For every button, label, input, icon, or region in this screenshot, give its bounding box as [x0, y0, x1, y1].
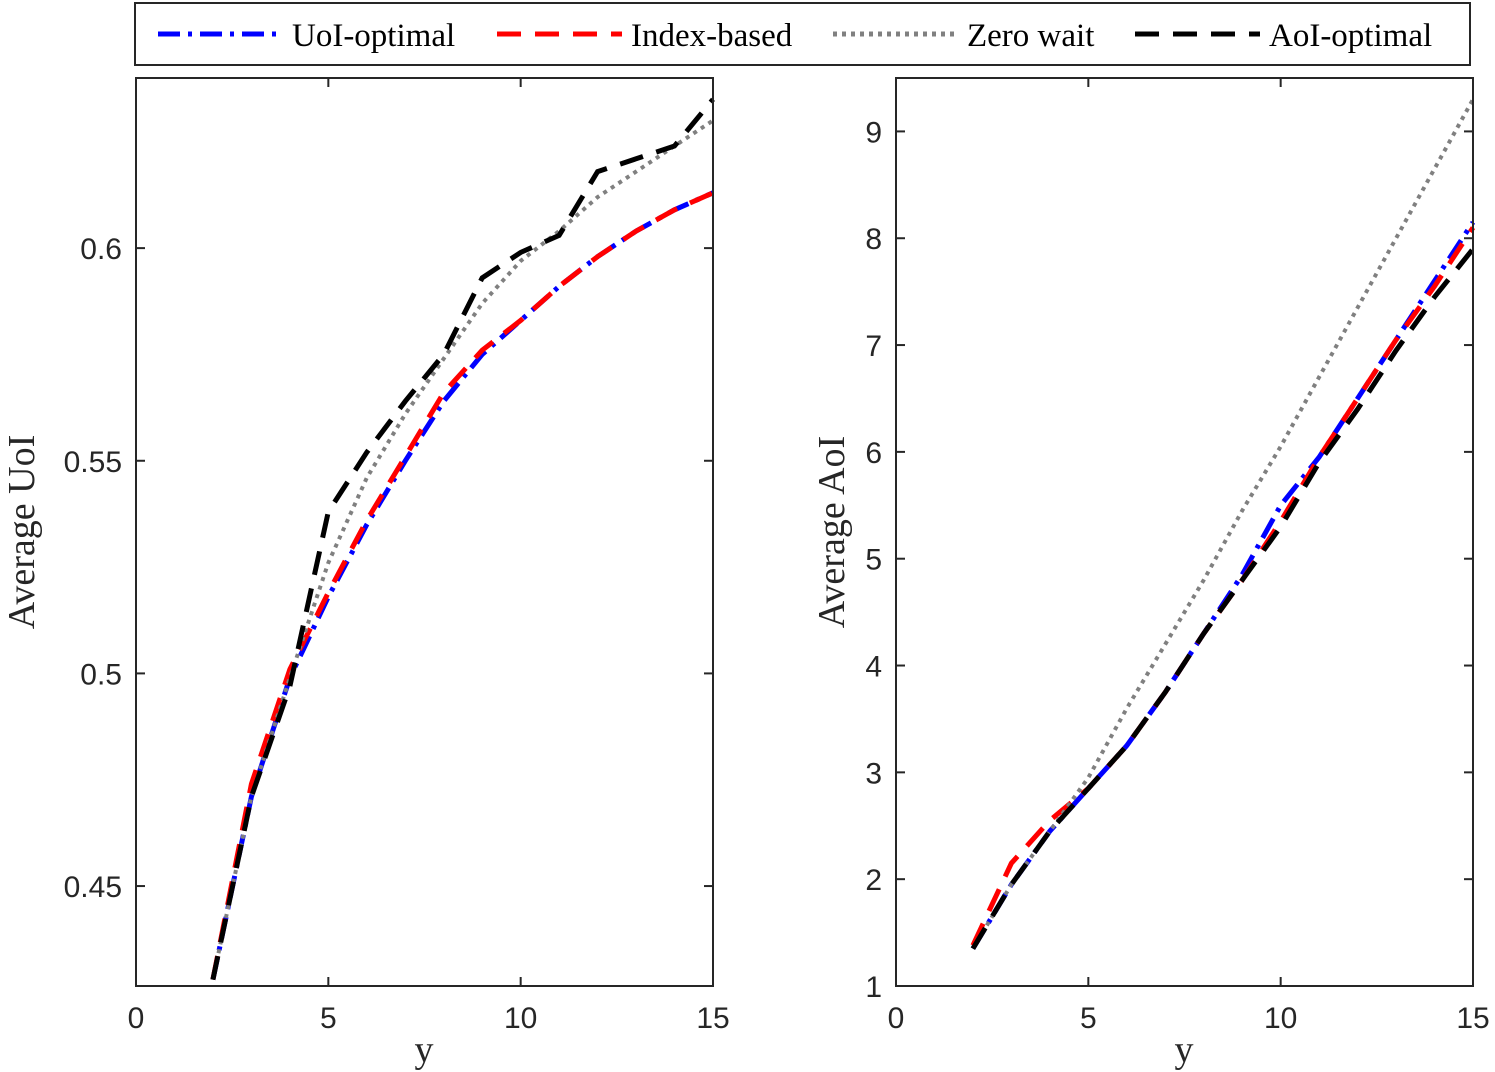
right-series-aoi-optimal	[970, 247, 1475, 950]
legend-label-uoi-optimal: UoI-optimal	[292, 18, 455, 54]
legend-label-aoi-optimal: AoI-optimal	[1269, 18, 1432, 54]
right-y-axis-label: Average AoI	[811, 436, 853, 628]
left-plot: 0 5 10 15 0.45 0.5 0.55 0.6 y Average UoI	[1, 77, 730, 1071]
right-plot-frame	[895, 77, 1474, 987]
left-x-tick-label: 10	[504, 1002, 537, 1035]
legend: UoI-optimal Index-based Zero wait AoI-op…	[134, 2, 1471, 66]
left-y-tick-label: 0.45	[64, 871, 122, 904]
right-y-tick-label: 7	[865, 330, 882, 363]
left-y-tick-label: 0.5	[80, 658, 122, 691]
right-x-axis-label: y	[1175, 1029, 1194, 1071]
left-series-index-based	[210, 190, 715, 981]
left-y-tick-label: 0.6	[80, 233, 122, 266]
left-x-axis-label: y	[415, 1029, 434, 1071]
right-ticks: 0 5 10 15 1 2 3 4 5 6 7 8 9	[865, 78, 1490, 1035]
left-x-tick-label: 15	[696, 1002, 729, 1035]
left-plot-frame	[135, 77, 714, 987]
right-y-tick-label: 6	[865, 437, 882, 470]
right-y-tick-label: 8	[865, 223, 882, 256]
right-x-tick-label: 5	[1080, 1002, 1097, 1035]
legend-box	[134, 2, 1471, 66]
left-plot-area	[136, 78, 713, 986]
right-y-tick-label: 1	[865, 971, 882, 1004]
right-plot-area	[896, 78, 1473, 986]
legend-label-zero-wait: Zero wait	[967, 18, 1094, 54]
legend-label-index-based: Index-based	[631, 18, 793, 54]
left-x-tick-label: 0	[128, 1002, 145, 1035]
left-y-tick-label: 0.55	[64, 446, 122, 479]
right-y-tick-label: 2	[865, 864, 882, 897]
right-x-tick-label: 10	[1264, 1002, 1297, 1035]
left-series-aoi-optimal	[210, 97, 715, 981]
left-x-tick-label: 5	[320, 1002, 337, 1035]
right-x-tick-label: 0	[888, 1002, 905, 1035]
right-y-tick-label: 4	[865, 651, 882, 684]
left-ticks: 0 5 10 15 0.45 0.5 0.55 0.6	[64, 78, 730, 1035]
right-y-tick-label: 3	[865, 757, 882, 790]
right-x-tick-label: 15	[1456, 1002, 1489, 1035]
left-y-axis-label: Average UoI	[1, 435, 43, 629]
right-y-tick-label: 5	[865, 544, 882, 577]
right-series-layer	[970, 98, 1476, 950]
right-plot: 0 5 10 15 1 2 3 4 5 6 7 8 9 y Average AoI	[811, 77, 1490, 1071]
left-series-layer	[210, 97, 715, 981]
right-y-tick-label: 9	[865, 116, 882, 149]
